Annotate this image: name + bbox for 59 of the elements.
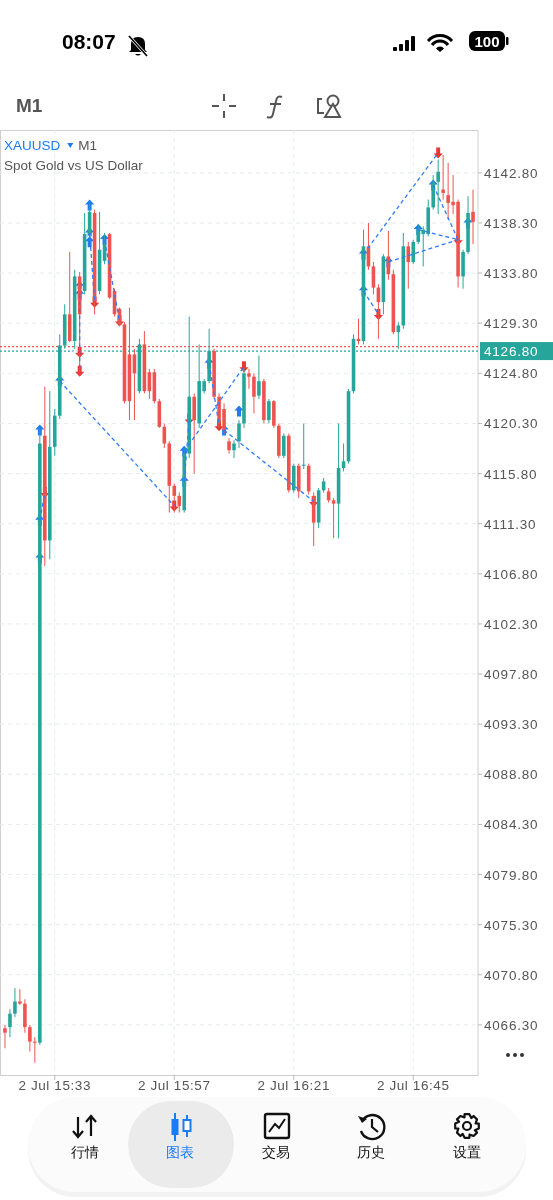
text: 图表 (166, 1144, 194, 1160)
y-tick-label: 4124.80 (484, 366, 539, 382)
candlestick (232, 439, 236, 459)
candlestick (441, 154, 445, 201)
text: Spot Gold vs US Dollar (4, 158, 144, 173)
candlestick (28, 1024, 32, 1053)
x-tick-label: 2 Jul 15:33 (18, 1078, 92, 1093)
ref-line-label: 4126.80 (484, 344, 539, 360)
candlestick (267, 398, 271, 424)
y-tick-label: 4133.80 (484, 266, 539, 282)
candlestick (3, 1024, 7, 1049)
y-tick-label: 4111.30 (484, 516, 537, 532)
text: 历史 (357, 1144, 385, 1160)
candlestick (406, 241, 411, 290)
candlestick (23, 998, 27, 1034)
y-tick-label: 4142.80 (484, 165, 539, 181)
text: 08:07 (62, 30, 116, 53)
candlestick (192, 392, 196, 475)
candlestick (301, 422, 306, 470)
text: M1 (16, 95, 43, 116)
y-tick-label: 4093.30 (484, 717, 539, 733)
candlestick (416, 223, 421, 245)
y-tick-label: 4102.30 (484, 616, 539, 632)
y-tick-label: 4070.80 (484, 967, 539, 983)
annotation: M1 (78, 138, 98, 153)
y-tick-label: 4079.80 (484, 867, 539, 883)
candlestick (177, 492, 182, 514)
y-tick-label: 4120.30 (484, 416, 539, 432)
y-tick-label: 4106.80 (484, 566, 539, 582)
y-tick-label: 4088.80 (484, 767, 539, 783)
candlestick (237, 419, 241, 449)
candlestick (436, 159, 440, 215)
y-tick-label: 4129.30 (484, 316, 539, 332)
y-tick-label: 4097.80 (484, 667, 539, 683)
candlestick (247, 368, 251, 390)
y-tick-label: 4075.30 (484, 917, 539, 933)
candlestick (331, 497, 336, 539)
x-tick-label: 2 Jul 16:21 (257, 1078, 331, 1093)
candlestick (18, 988, 22, 1006)
y-tick-label: 4084.30 (484, 817, 539, 833)
candlestick (8, 1008, 12, 1038)
y-tick-label: 4066.30 (484, 1017, 539, 1033)
candlestick (282, 432, 286, 459)
candlestick (257, 355, 261, 400)
y-tick-label: 4115.80 (484, 466, 538, 482)
candlestick (252, 372, 256, 414)
candlestick (471, 189, 475, 245)
chart-title: XAUUSD (4, 138, 61, 153)
x-tick-label: 2 Jul 16:45 (376, 1078, 450, 1093)
text: 100 (474, 33, 500, 50)
y-tick-label: 4138.30 (484, 215, 539, 231)
text: 行情 (71, 1144, 99, 1160)
candlestick (172, 483, 177, 514)
text: 交易 (262, 1144, 290, 1160)
candlestick (33, 1036, 37, 1064)
x-tick-label: 2 Jul 15:57 (137, 1078, 211, 1093)
candlestick (411, 239, 416, 265)
candlestick (13, 987, 17, 1018)
text: 设置 (453, 1144, 481, 1160)
